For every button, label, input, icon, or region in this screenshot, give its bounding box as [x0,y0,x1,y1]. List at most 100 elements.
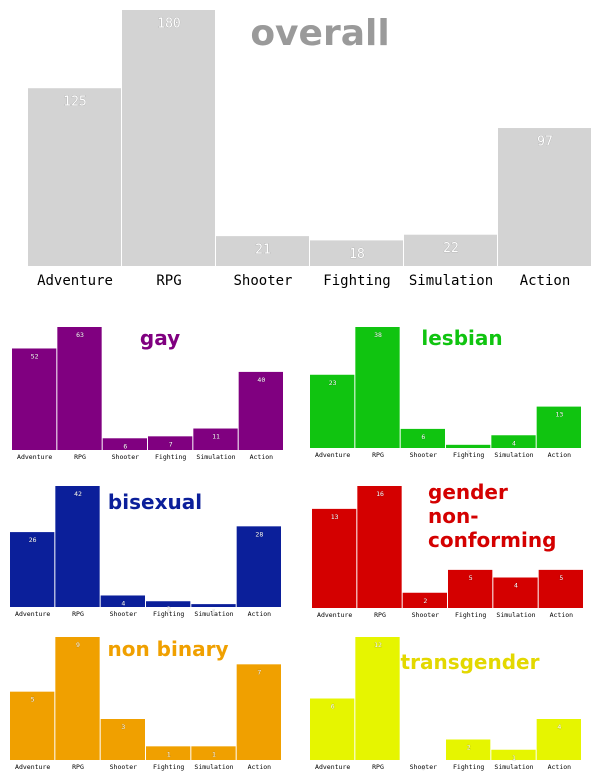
x-tick-label: Shooter [410,451,437,459]
bar [536,406,581,448]
value-label: 23 [329,379,337,387]
x-tick-label: Adventure [317,611,352,619]
value-label: 63 [76,331,84,339]
bar [193,428,238,450]
bar [400,428,445,448]
bar [493,577,538,608]
value-label: 6 [331,703,335,711]
value-label: 5 [559,574,563,582]
x-tick-label: Fighting [323,273,390,289]
value-label: 1 [467,449,471,457]
bar [536,719,581,760]
x-tick-label: Simulation [496,611,535,619]
value-label: 4 [514,582,518,590]
value-label: 2 [423,597,427,605]
x-tick-label: Action [550,611,574,619]
x-tick-label: Action [248,763,272,771]
bar [491,435,536,448]
x-tick-label: Simulation [409,273,493,289]
x-tick-label: Shooter [233,273,292,289]
bar [216,236,309,266]
bar [310,374,355,448]
x-tick-label: Fighting [153,610,184,618]
value-label: 11 [212,433,220,441]
value-label: 16 [376,490,384,498]
bar [191,604,236,607]
value-label: 97 [537,135,553,150]
x-tick-label: RPG [374,611,386,619]
x-tick-label: Adventure [15,763,50,771]
value-label: 18 [349,247,365,262]
chart-title: gay [139,326,181,350]
x-tick-label: Shooter [412,611,439,619]
x-tick-label: Fighting [453,763,484,771]
x-tick-label: RPG [372,763,384,771]
value-label: 40 [257,376,265,384]
chart-title: bisexual [107,490,203,514]
value-label: 38 [374,331,382,339]
x-tick-label: Action [548,763,572,771]
value-label: 5 [31,696,35,704]
bar [28,88,121,266]
value-label: 13 [555,411,563,419]
bar [538,569,583,608]
bar [446,739,491,760]
x-tick-label: Shooter [110,763,137,771]
x-tick-label: Adventure [37,273,113,289]
value-label: 21 [255,243,271,258]
value-label: 6 [421,433,425,441]
chart-title: transgender [400,650,540,674]
x-tick-label: Simulation [196,453,235,461]
value-label: 4 [512,439,516,447]
bar [57,327,102,450]
value-label: 7 [257,668,261,676]
x-tick-label: Fighting [453,451,484,459]
value-label: 6 [123,442,127,450]
x-tick-label: Simulation [494,451,533,459]
x-tick-label: Action [548,451,572,459]
bar [310,698,355,760]
bar [10,691,55,760]
x-tick-label: Shooter [410,763,437,771]
value-label: 26 [29,536,37,544]
value-label: 1 [512,754,516,762]
bar [236,664,281,760]
value-label: 4 [121,599,125,607]
value-label: 1 [167,750,171,758]
value-label: 28 [255,530,263,538]
value-label: 180 [157,17,180,32]
bar [10,532,55,607]
chart-title: non binary [107,637,229,661]
value-label: 22 [443,241,459,256]
x-tick-label: RPG [72,763,84,771]
value-label: 4 [557,723,561,731]
x-tick-label: Adventure [315,763,350,771]
chart-title: gender non-conforming [428,480,557,552]
chart-title: lesbian [421,326,503,350]
x-tick-label: Fighting [455,611,486,619]
value-label: 12 [374,641,382,649]
x-tick-label: Shooter [110,610,137,618]
chart-title: overall [250,13,390,54]
bar [102,438,147,450]
bar [55,486,100,607]
x-tick-label: RPG [372,451,384,459]
value-label: 5 [469,574,473,582]
x-tick-label: Action [248,610,272,618]
bar [446,444,491,448]
bar [355,327,400,448]
value-label: 7 [169,440,173,448]
bar [357,486,402,608]
x-tick-label: Adventure [15,610,50,618]
value-label: 2 [467,744,471,752]
value-label: 52 [31,352,39,360]
value-label: 1 [212,750,216,758]
value-label: 0 [421,764,425,772]
bar [355,637,400,760]
bar [236,526,281,607]
value-label: 13 [331,513,339,521]
x-tick-label: Fighting [153,763,184,771]
bar [191,746,236,760]
